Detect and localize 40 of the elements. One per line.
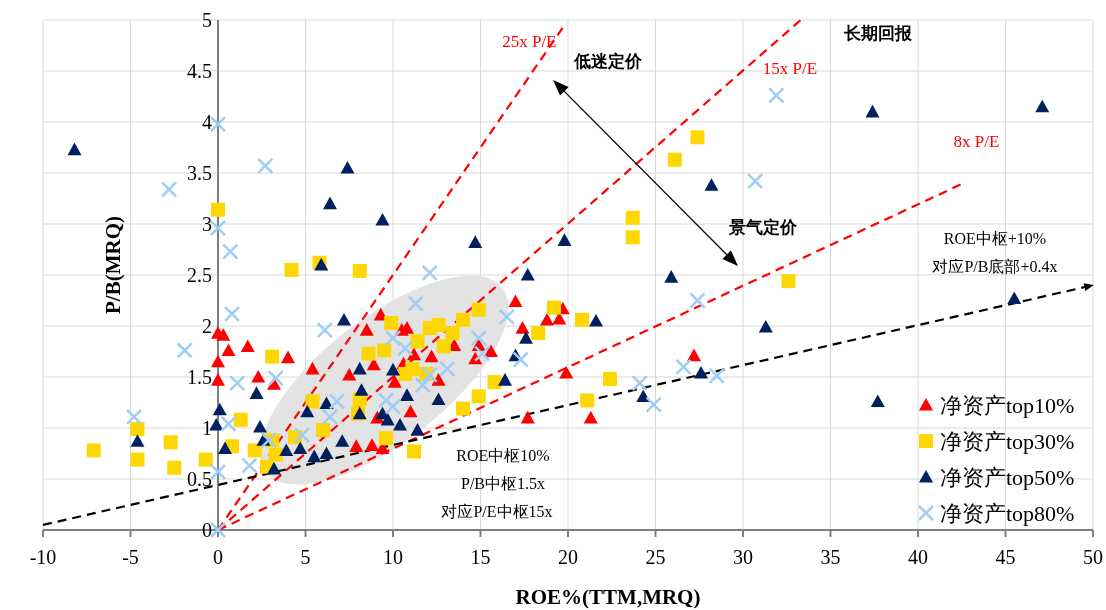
legend-label: 净资产top80% xyxy=(940,501,1075,526)
y-tick-label: 1.5 xyxy=(187,366,212,388)
y-axis-title: P/B(MRQ) xyxy=(101,216,125,314)
x-tick-label: 20 xyxy=(558,546,578,568)
annotation: 景气定价 xyxy=(728,218,798,237)
x-tick-label: 15 xyxy=(470,546,491,568)
series-label: 25x P/E xyxy=(502,32,557,52)
x-tick-label: 50 xyxy=(1083,546,1103,568)
annotation: 对应P/E中枢15x xyxy=(441,503,553,520)
x-tick-label: 10 xyxy=(383,546,403,568)
x-tick-label: 40 xyxy=(908,546,928,568)
y-tick-label: 2 xyxy=(202,315,212,337)
y-tick-label: 2.5 xyxy=(187,264,212,286)
legend-label: 净资产top50% xyxy=(940,465,1075,490)
annotation: ROE中枢10% xyxy=(456,447,550,464)
y-tick-label: 3 xyxy=(202,213,212,235)
x-tick-label: 5 xyxy=(300,546,311,568)
y-tick-label: 4 xyxy=(202,111,212,133)
y-tick-label: 4.5 xyxy=(187,60,212,82)
annotation: 对应P/B底部+0.4x xyxy=(932,258,1058,275)
series-label: 15x P/E xyxy=(762,59,818,78)
annotation: P/B中枢1.5x xyxy=(460,475,546,492)
x-tick-label: 45 xyxy=(995,546,1016,568)
y-tick-label: 3.5 xyxy=(187,162,212,184)
y-tick-label: 5 xyxy=(202,9,212,31)
y-tick-label: 0 xyxy=(202,519,212,541)
x-axis-title: ROE%(TTM,MRQ) xyxy=(515,585,701,609)
x-tick-label: 30 xyxy=(733,546,753,568)
annotation: 长期回报 xyxy=(843,24,913,43)
x-tick-label: -5 xyxy=(122,546,139,568)
x-tick-label: 25 xyxy=(645,546,666,568)
y-tick-label: 1 xyxy=(202,417,212,439)
x-tick-label: 35 xyxy=(820,546,841,568)
annotation: ROE中枢+10% xyxy=(943,230,1047,247)
legend-label: 净资产top30% xyxy=(940,429,1075,454)
y-tick-label: 0.5 xyxy=(187,468,212,490)
x-tick-label: -10 xyxy=(29,546,57,568)
series-label: 8x P/E xyxy=(953,132,1000,152)
annotation: 低迷定价 xyxy=(573,52,643,71)
legend-label: 净资产top10% xyxy=(940,393,1075,418)
